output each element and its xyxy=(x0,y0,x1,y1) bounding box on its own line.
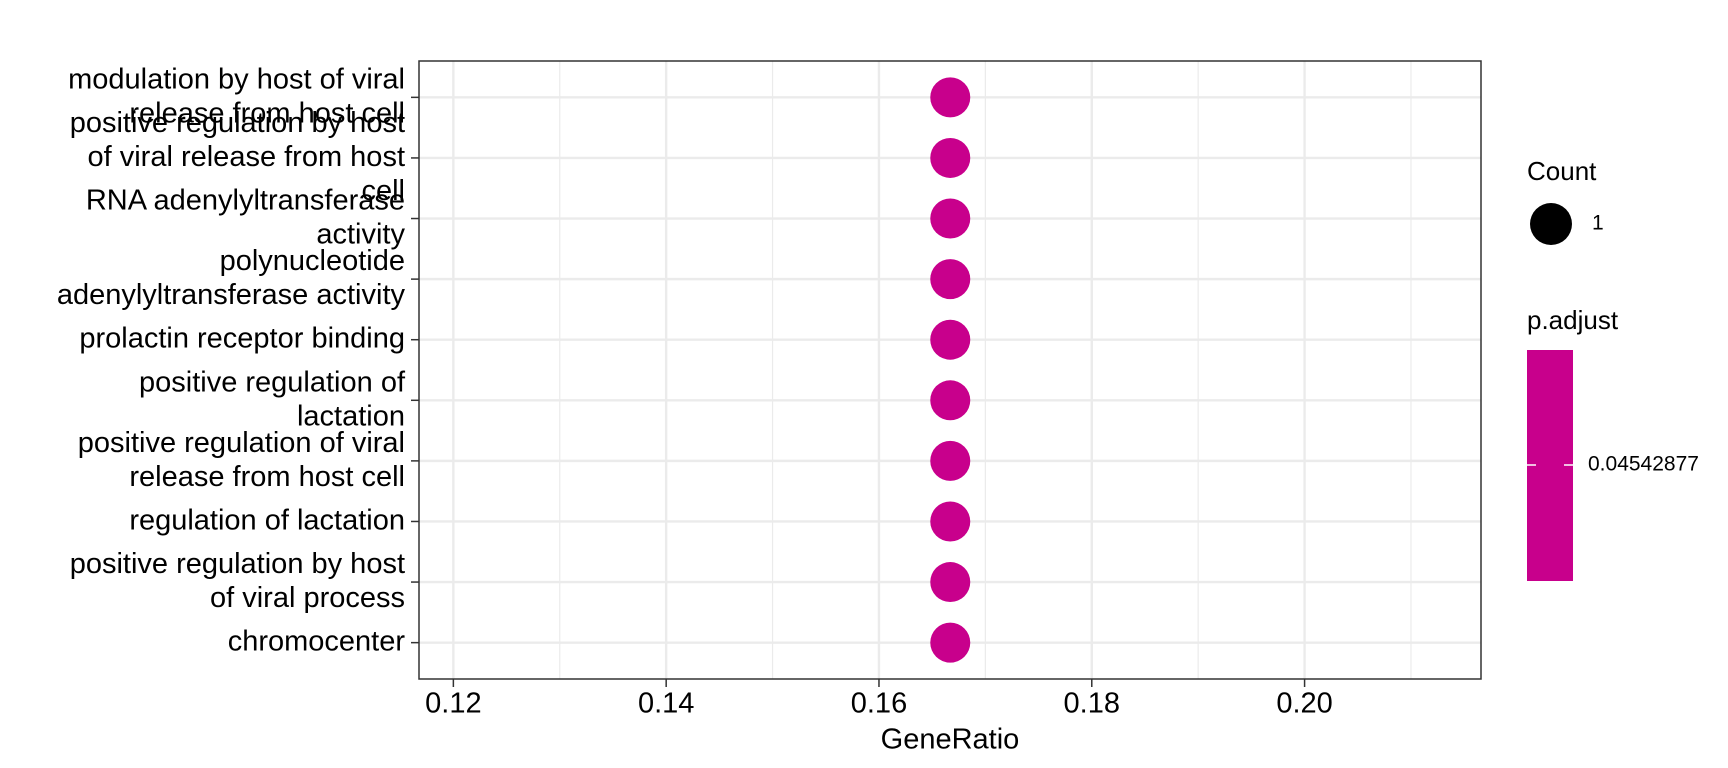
x-tick-label: 0.16 xyxy=(851,688,907,720)
x-tick-label: 0.12 xyxy=(425,688,481,720)
dot xyxy=(930,562,971,603)
y-tick-label: chromocenter xyxy=(228,625,406,657)
y-tick-label: polynucleotide adenylyltransferase activi… xyxy=(57,245,406,311)
dot xyxy=(930,319,971,360)
plot-border xyxy=(418,60,1482,680)
dot xyxy=(930,198,971,239)
y-tick-label: regulation of lactation xyxy=(129,504,405,536)
x-tick-label: 0.20 xyxy=(1276,688,1332,720)
y-tick-label: RNA adenylyltransferase activity xyxy=(86,184,406,250)
x-tick-label: 0.14 xyxy=(638,688,694,720)
dot xyxy=(930,440,971,481)
colorbar-label: 0.04542877 xyxy=(1588,453,1699,476)
x-tick-label: 0.18 xyxy=(1064,688,1120,720)
y-tick-label: positive regulation by host of viral proc… xyxy=(70,548,405,614)
x-axis-title: GeneRatio xyxy=(881,724,1020,756)
size-legend-key xyxy=(1530,203,1572,245)
y-tick-label: positive regulation of lactation xyxy=(139,366,406,432)
dot xyxy=(930,380,971,421)
size-legend-title: Count xyxy=(1527,156,1597,186)
dot xyxy=(930,77,971,118)
y-tick-label: positive regulation by host of viral rele… xyxy=(70,107,405,207)
size-legend-label: 1 xyxy=(1592,212,1604,235)
y-tick-label: prolactin receptor binding xyxy=(79,322,405,354)
color-legend-title: p.adjust xyxy=(1527,305,1619,335)
y-tick-label: modulation by host of viral release from … xyxy=(68,63,405,129)
y-tick-label: positive regulation of viral release from… xyxy=(78,427,405,493)
dot xyxy=(930,137,971,178)
dot xyxy=(930,259,971,300)
dot xyxy=(930,622,971,663)
dot xyxy=(930,501,971,542)
